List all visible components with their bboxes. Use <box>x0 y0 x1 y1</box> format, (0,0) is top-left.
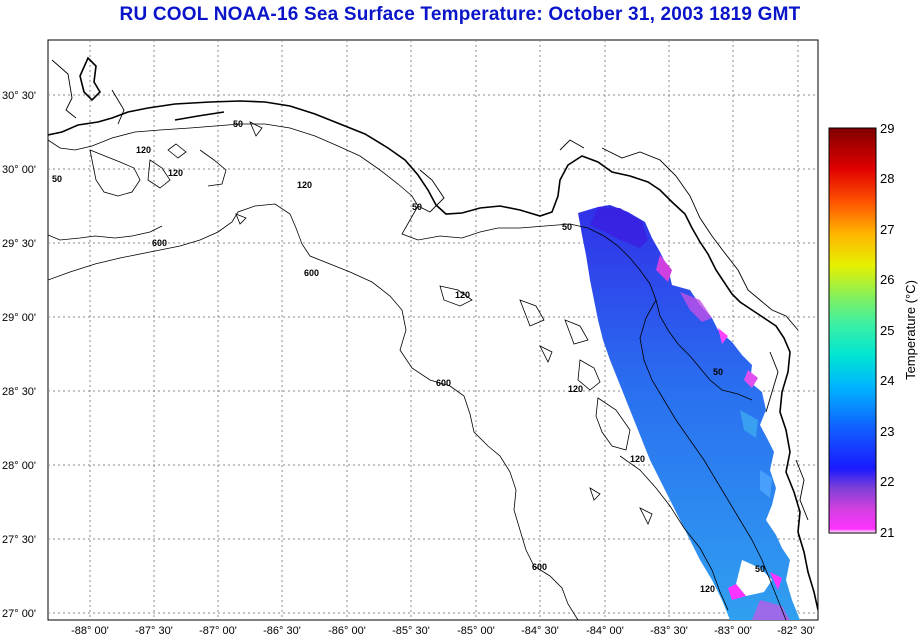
lon-label: -82° 30' <box>777 625 815 637</box>
bathymetry-contours <box>48 121 787 620</box>
colorbar-tick: 21 <box>880 525 894 540</box>
contour-label-120: 120 <box>630 454 645 464</box>
colorbar-tick: 28 <box>880 171 894 186</box>
colorbar-tick: 27 <box>880 222 894 237</box>
map-title: RU COOL NOAA-16 Sea Surface Temperature:… <box>119 4 801 25</box>
lat-label: 27° 00' <box>2 608 36 620</box>
latitude-labels: 30° 30' 30° 00' 29° 30' 29° 00' 28° 30' … <box>2 90 36 620</box>
longitude-labels: -88° 00' -87° 30' -87° 00' -86° 30' -86°… <box>71 625 815 637</box>
lat-label: 30° 00' <box>2 164 36 176</box>
coastline <box>48 56 818 611</box>
graticule <box>48 40 818 620</box>
contour-label-50: 50 <box>52 174 62 184</box>
inland-features <box>51 59 809 521</box>
lon-label: -88° 00' <box>71 625 109 637</box>
lon-label: -85° 30' <box>392 625 430 637</box>
contour-label-50: 50 <box>233 119 243 129</box>
contour-label-50: 50 <box>562 222 572 232</box>
lat-label: 29° 00' <box>2 312 36 324</box>
colorbar: 29 28 27 26 25 24 23 22 21 Temperature (… <box>828 121 918 540</box>
colorbar-tick: 25 <box>880 323 894 338</box>
contour-label-50: 50 <box>713 367 723 377</box>
lon-label: -84° 30' <box>521 625 559 637</box>
contour-label-600: 600 <box>436 378 451 388</box>
contour-label-600: 600 <box>304 268 319 278</box>
contour-label-120: 120 <box>568 384 583 394</box>
lon-label: -86° 30' <box>263 625 301 637</box>
lon-label: -84° 00' <box>586 625 624 637</box>
sst-swath <box>578 205 800 620</box>
lon-label: -86° 00' <box>328 625 366 637</box>
contour-label-600: 600 <box>152 238 167 248</box>
colorbar-tick: 24 <box>880 373 894 388</box>
lon-label: -87° 00' <box>199 625 237 637</box>
contour-label-120: 120 <box>455 290 470 300</box>
colorbar-tick: 29 <box>880 121 894 136</box>
lon-label: -87° 30' <box>135 625 173 637</box>
contour-label-120: 120 <box>700 584 715 594</box>
contour-label-120: 120 <box>168 168 183 178</box>
colorbar-scale <box>828 127 877 534</box>
contour-label-120: 120 <box>297 180 312 190</box>
lat-label: 27° 30' <box>2 534 36 546</box>
lat-label: 29° 30' <box>2 238 36 250</box>
colorbar-label: Temperature (°C) <box>903 280 918 380</box>
lat-label: 28° 30' <box>2 386 36 398</box>
contour-labels: 50 120 120 50 120 600 600 50 120 50 600 … <box>52 119 765 594</box>
colorbar-tick: 23 <box>880 424 894 439</box>
contour-label-600: 600 <box>532 562 547 572</box>
lat-label: 30° 30' <box>2 90 36 102</box>
contour-label-50: 50 <box>412 202 422 212</box>
lat-label: 28° 00' <box>2 460 36 472</box>
colorbar-tick: 22 <box>880 474 894 489</box>
contour-label-50: 50 <box>755 564 765 574</box>
lon-label: -83° 30' <box>650 625 688 637</box>
lon-label: -85° 00' <box>457 625 495 637</box>
colorbar-tick: 26 <box>880 272 894 287</box>
contour-label-120: 120 <box>136 145 151 155</box>
lon-label: -83° 00' <box>714 625 752 637</box>
